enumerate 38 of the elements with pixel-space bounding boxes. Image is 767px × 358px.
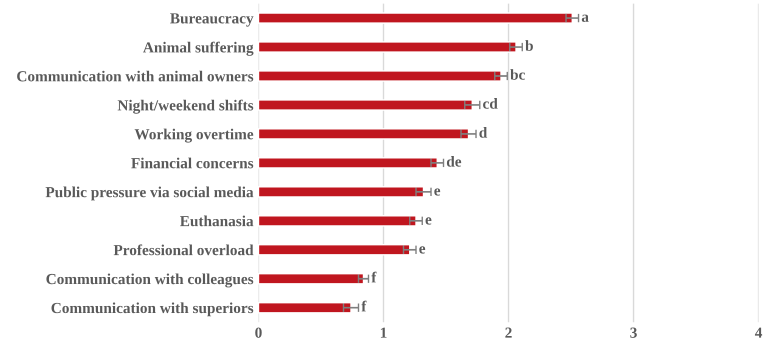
x-tick-label: 2 bbox=[505, 328, 512, 338]
annotation: e bbox=[426, 217, 432, 225]
y-tick-label: Euthanasia bbox=[180, 216, 254, 226]
x-tick-label: 3 bbox=[630, 328, 637, 338]
bar bbox=[258, 128, 470, 140]
annotation: f bbox=[361, 300, 367, 312]
y-tick-label: Animal suffering bbox=[143, 42, 254, 56]
annotation: a bbox=[582, 14, 589, 22]
y-tick-label: Bureaucracy bbox=[170, 13, 254, 27]
annotation: cd bbox=[483, 98, 498, 109]
y-tick-label: Communication with animal owners bbox=[17, 70, 254, 82]
y-tick-label: Communication with colleagues bbox=[46, 273, 254, 288]
bar bbox=[258, 41, 517, 53]
bar bbox=[258, 157, 438, 169]
annotation: e bbox=[419, 246, 426, 254]
y-tick-label: Financial concerns bbox=[131, 158, 254, 168]
bar bbox=[258, 244, 410, 256]
annotation: de bbox=[446, 156, 462, 167]
bar bbox=[258, 302, 352, 314]
annotation: e bbox=[434, 188, 440, 196]
x-tick-label: 4 bbox=[754, 328, 762, 338]
y-tick-label: Night/weekend shifts bbox=[118, 100, 254, 114]
bar bbox=[258, 272, 364, 285]
annotation: d bbox=[479, 126, 488, 138]
y-tick-label: Professional overload bbox=[114, 244, 254, 256]
x-tick-label: 0 bbox=[255, 328, 262, 338]
bar bbox=[258, 215, 417, 227]
annotation: bc bbox=[510, 69, 525, 80]
bar bbox=[258, 70, 502, 82]
bar bbox=[258, 99, 473, 111]
annotation: b bbox=[525, 40, 533, 51]
y-tick-label: Public pressure via social media bbox=[46, 186, 254, 200]
bar bbox=[258, 186, 424, 198]
y-tick-label: Working overtime bbox=[134, 128, 254, 143]
annotation: f bbox=[371, 272, 377, 282]
x-tick-label: 1 bbox=[380, 328, 387, 338]
bar bbox=[258, 12, 573, 24]
y-tick-label: Communication with superiors bbox=[52, 302, 254, 316]
